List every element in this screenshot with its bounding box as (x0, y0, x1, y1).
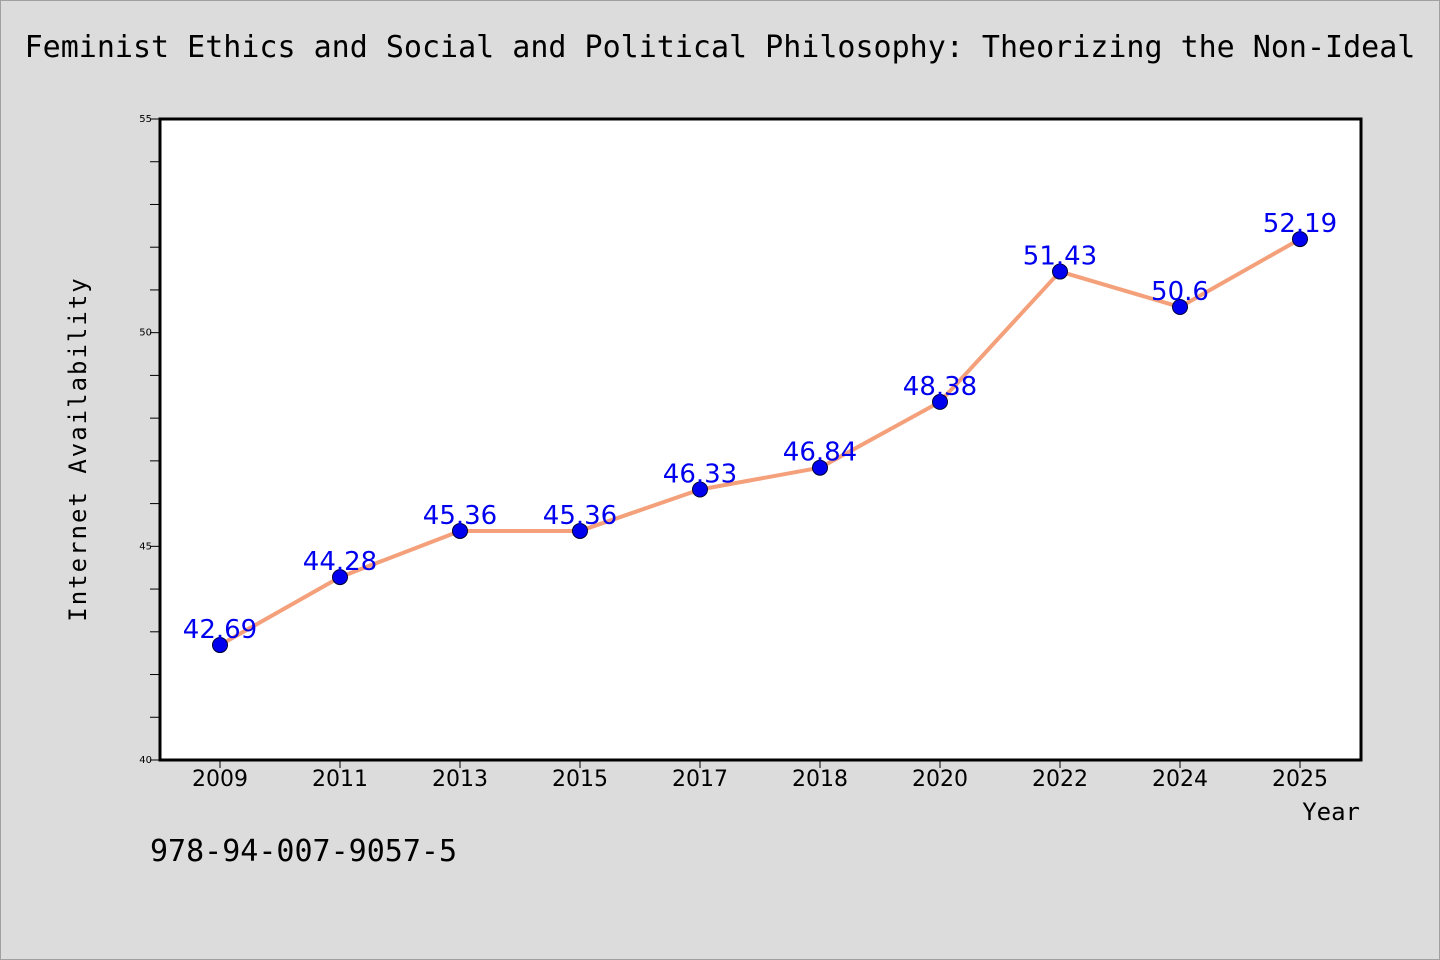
x-axis-ticks: 2009 2011 2013 2015 2017 2018 2020 2022 2024 2025 (192, 760, 1328, 792)
data-point (332, 569, 348, 586)
x-tick-label: 2013 (432, 767, 488, 792)
data-point (572, 522, 588, 539)
data-label: 45.36 (543, 501, 617, 531)
chart-title: Feminist Ethics and Social and Political… (24, 30, 1416, 65)
isbn-note: 978-94-007-9057-5 (150, 834, 458, 869)
x-tick-label: 2011 (312, 767, 368, 792)
y-axis-label: Internet Availability (64, 276, 92, 621)
plot-area (160, 119, 1361, 760)
plot-frame (158, 117, 1363, 762)
y-tick-label: 40 (139, 755, 152, 766)
data-label: 48.38 (903, 372, 977, 402)
y-tick-label: 45 (139, 541, 152, 552)
data-label: 52.19 (1263, 209, 1337, 239)
data-label: 46.33 (663, 459, 737, 489)
data-label: 42.69 (183, 615, 257, 645)
data-label: 45.36 (423, 501, 497, 531)
y-tick-label: 55 (139, 114, 152, 125)
data-label: 51.43 (1023, 242, 1097, 272)
y-axis-ticks: 40 45 50 55 (139, 114, 160, 766)
x-axis-label: Year (1302, 798, 1360, 826)
x-tick-label: 2018 (792, 767, 848, 792)
data-point (452, 522, 468, 539)
series-line (218, 237, 1302, 648)
x-tick-label: 2017 (672, 767, 728, 792)
x-tick-label: 2009 (192, 767, 248, 792)
x-tick-label: 2020 (912, 767, 968, 792)
data-point (1292, 231, 1308, 248)
data-label: 50.6 (1151, 277, 1209, 307)
y-tick-label: 50 (139, 328, 152, 339)
data-point (1172, 299, 1188, 316)
data-point (1052, 263, 1068, 280)
x-tick-label: 2022 (1032, 767, 1088, 792)
data-point (212, 637, 228, 654)
series-layer: 42.69 44.28 45.36 45.36 46.33 46.84 48.38 51.43… (183, 209, 1337, 654)
data-label: 44.28 (303, 547, 377, 577)
x-tick-label: 2025 (1272, 767, 1328, 792)
x-tick-label: 2015 (552, 767, 608, 792)
data-point (932, 393, 948, 410)
data-point (692, 481, 708, 498)
data-label: 46.84 (783, 438, 857, 468)
data-point (812, 459, 828, 476)
x-tick-label: 2024 (1152, 767, 1208, 792)
